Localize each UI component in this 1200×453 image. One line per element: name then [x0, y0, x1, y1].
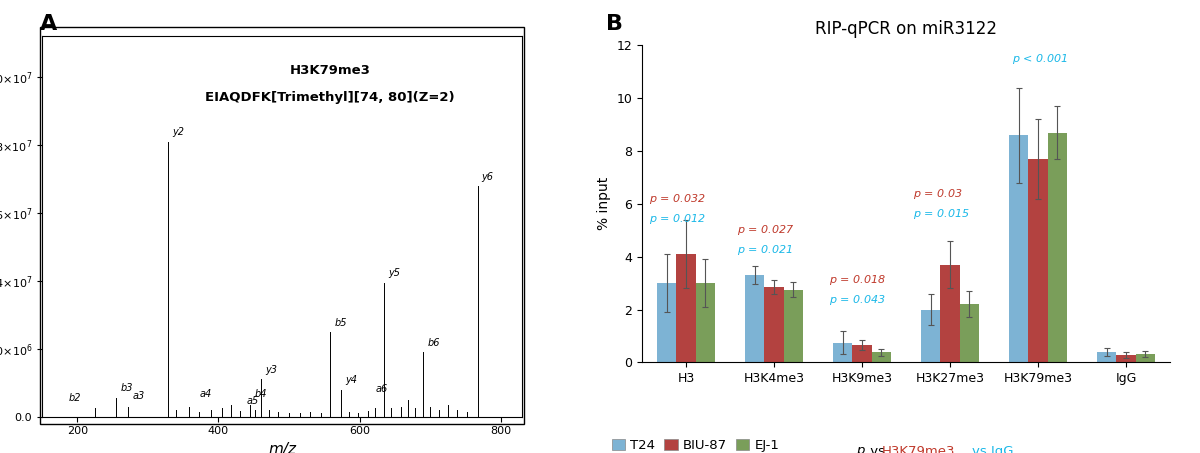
- Text: b6: b6: [427, 338, 440, 348]
- Text: y5: y5: [389, 268, 401, 279]
- Bar: [764, 287, 784, 362]
- Bar: [941, 265, 960, 362]
- Text: vs IgG: vs IgG: [972, 445, 1014, 453]
- Bar: [696, 283, 715, 362]
- Text: $p$ = 0.021: $p$ = 0.021: [737, 243, 793, 257]
- Text: $p$ < 0.001: $p$ < 0.001: [1012, 53, 1067, 67]
- Text: $p$ = 0.03: $p$ = 0.03: [913, 187, 962, 201]
- Text: y4: y4: [344, 376, 356, 386]
- Y-axis label: % input: % input: [596, 177, 611, 231]
- Text: H3K79me3: H3K79me3: [882, 445, 955, 453]
- Text: b2: b2: [68, 393, 82, 403]
- Text: b3: b3: [120, 382, 133, 392]
- Text: A: A: [40, 14, 56, 34]
- Bar: [1028, 159, 1048, 362]
- Text: EIAQDFK[Trimethyl][74, 80](Z=2): EIAQDFK[Trimethyl][74, 80](Z=2): [205, 91, 455, 104]
- Text: ,: ,: [961, 445, 970, 453]
- Bar: [1009, 135, 1028, 362]
- Bar: [960, 304, 979, 362]
- Bar: [1048, 133, 1067, 362]
- Bar: [784, 290, 803, 362]
- Text: $p$ = 0.032: $p$ = 0.032: [649, 193, 706, 207]
- Text: vs: vs: [866, 445, 889, 453]
- Text: y3: y3: [265, 365, 277, 375]
- Bar: [677, 254, 696, 362]
- Bar: [833, 342, 852, 362]
- Text: H3K79me3: H3K79me3: [289, 64, 371, 77]
- Bar: [1097, 352, 1116, 362]
- Text: y6: y6: [481, 172, 493, 182]
- Text: $p$ = 0.027: $p$ = 0.027: [737, 223, 794, 237]
- Text: $p$: $p$: [856, 445, 865, 453]
- Text: y2: y2: [172, 127, 184, 137]
- Bar: [852, 345, 871, 362]
- X-axis label: m/z: m/z: [268, 442, 296, 453]
- Bar: [745, 275, 764, 362]
- Bar: [656, 283, 677, 362]
- Bar: [920, 309, 941, 362]
- Text: b5: b5: [334, 318, 347, 328]
- Text: b4: b4: [254, 389, 266, 399]
- Bar: [1116, 355, 1135, 362]
- Text: $p$ = 0.012: $p$ = 0.012: [649, 212, 706, 226]
- Text: a6: a6: [376, 384, 389, 394]
- Legend: T24, BIU-87, EJ-1: T24, BIU-87, EJ-1: [606, 434, 785, 453]
- Text: $p$ = 0.015: $p$ = 0.015: [913, 207, 970, 221]
- Text: B: B: [606, 14, 623, 34]
- Bar: [871, 352, 892, 362]
- Title: RIP-qPCR on miR3122: RIP-qPCR on miR3122: [815, 20, 997, 38]
- Text: a5: a5: [247, 396, 259, 406]
- Text: a4: a4: [199, 389, 211, 399]
- Text: a3: a3: [132, 391, 144, 401]
- Bar: [1135, 354, 1156, 362]
- Text: $p$ = 0.018: $p$ = 0.018: [828, 273, 886, 287]
- Text: $p$ = 0.043: $p$ = 0.043: [828, 293, 886, 307]
